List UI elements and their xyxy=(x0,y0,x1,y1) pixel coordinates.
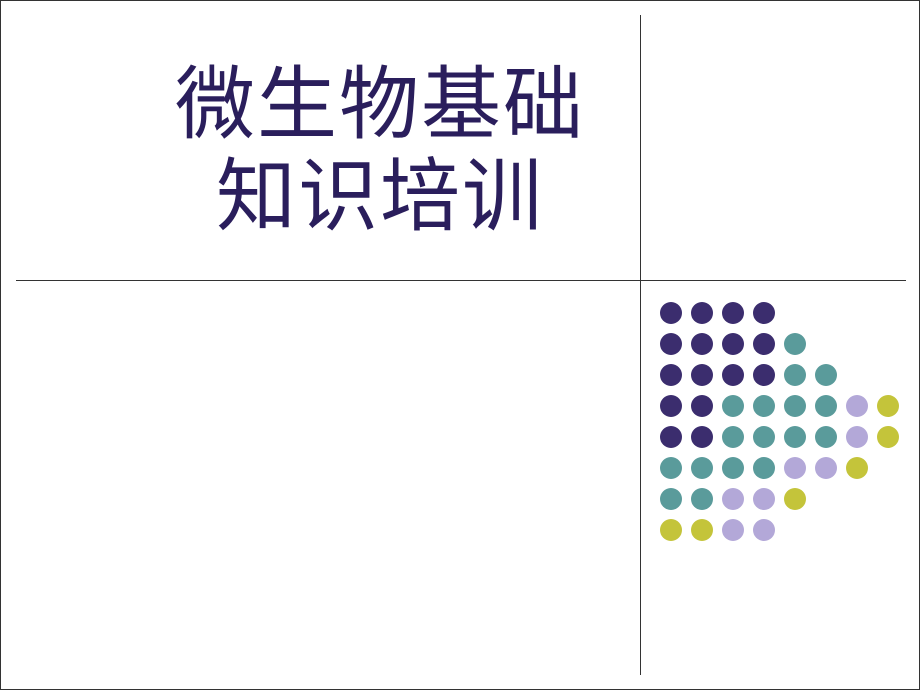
dot-row xyxy=(660,519,899,541)
decorative-dot xyxy=(660,333,682,355)
decorative-dot xyxy=(753,395,775,417)
decorative-dot xyxy=(722,488,744,510)
decorative-dot xyxy=(784,333,806,355)
decorative-dot xyxy=(722,333,744,355)
decorative-dot xyxy=(660,426,682,448)
decorative-dot xyxy=(846,457,868,479)
decorative-dot xyxy=(660,519,682,541)
decorative-dot xyxy=(815,457,837,479)
title-container: 微生物基础 知识培训 xyxy=(140,60,620,244)
horizontal-divider xyxy=(16,280,906,281)
decorative-dot xyxy=(784,395,806,417)
decorative-dot xyxy=(660,395,682,417)
title-line-2: 知识培训 xyxy=(140,152,620,244)
dot-row xyxy=(660,364,899,386)
decorative-dot xyxy=(784,364,806,386)
decorative-dot xyxy=(815,364,837,386)
dot-row xyxy=(660,333,899,355)
decorative-dot xyxy=(691,395,713,417)
dot-row xyxy=(660,395,899,417)
decorative-dot xyxy=(722,302,744,324)
decorative-dot xyxy=(753,302,775,324)
decorative-dot xyxy=(784,457,806,479)
decorative-dot-grid xyxy=(660,302,899,550)
dot-row xyxy=(660,426,899,448)
decorative-dot xyxy=(691,333,713,355)
dot-row xyxy=(660,457,899,479)
decorative-dot xyxy=(815,395,837,417)
decorative-dot xyxy=(784,426,806,448)
decorative-dot xyxy=(660,457,682,479)
decorative-dot xyxy=(815,426,837,448)
decorative-dot xyxy=(753,364,775,386)
decorative-dot xyxy=(691,519,713,541)
decorative-dot xyxy=(722,519,744,541)
decorative-dot xyxy=(784,488,806,510)
decorative-dot xyxy=(691,457,713,479)
decorative-dot xyxy=(722,364,744,386)
decorative-dot xyxy=(753,457,775,479)
decorative-dot xyxy=(722,426,744,448)
vertical-divider xyxy=(640,15,641,675)
decorative-dot xyxy=(753,333,775,355)
decorative-dot xyxy=(753,519,775,541)
decorative-dot xyxy=(722,395,744,417)
decorative-dot xyxy=(691,488,713,510)
decorative-dot xyxy=(753,426,775,448)
decorative-dot xyxy=(660,364,682,386)
dot-row xyxy=(660,302,899,324)
decorative-dot xyxy=(691,364,713,386)
decorative-dot xyxy=(753,488,775,510)
decorative-dot xyxy=(846,426,868,448)
decorative-dot xyxy=(660,488,682,510)
dot-row xyxy=(660,488,899,510)
decorative-dot xyxy=(660,302,682,324)
decorative-dot xyxy=(877,426,899,448)
title-line-1: 微生物基础 xyxy=(140,60,620,152)
decorative-dot xyxy=(691,426,713,448)
decorative-dot xyxy=(722,457,744,479)
decorative-dot xyxy=(877,395,899,417)
decorative-dot xyxy=(846,395,868,417)
decorative-dot xyxy=(691,302,713,324)
